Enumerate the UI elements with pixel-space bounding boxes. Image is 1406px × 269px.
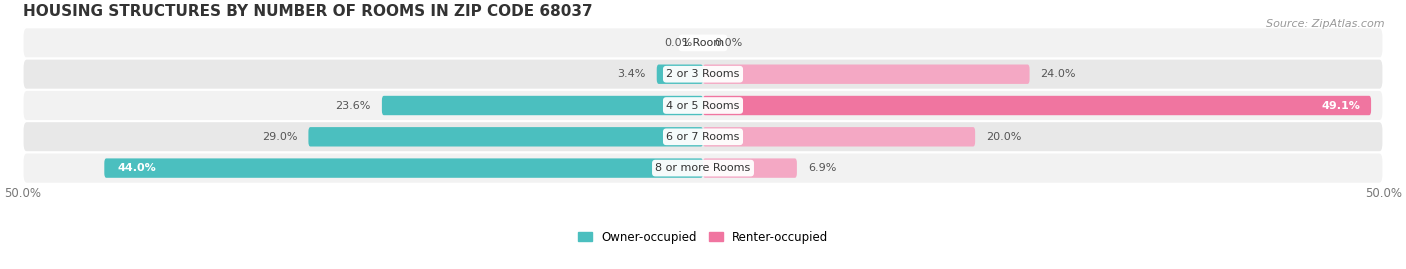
Text: 6 or 7 Rooms: 6 or 7 Rooms	[666, 132, 740, 142]
FancyBboxPatch shape	[703, 65, 1029, 84]
FancyBboxPatch shape	[382, 96, 703, 115]
FancyBboxPatch shape	[657, 65, 703, 84]
Text: 2 or 3 Rooms: 2 or 3 Rooms	[666, 69, 740, 79]
FancyBboxPatch shape	[22, 59, 1384, 90]
Text: 3.4%: 3.4%	[617, 69, 645, 79]
Text: HOUSING STRUCTURES BY NUMBER OF ROOMS IN ZIP CODE 68037: HOUSING STRUCTURES BY NUMBER OF ROOMS IN…	[22, 4, 592, 19]
Text: 0.0%: 0.0%	[714, 38, 742, 48]
Text: 49.1%: 49.1%	[1322, 101, 1360, 111]
Legend: Owner-occupied, Renter-occupied: Owner-occupied, Renter-occupied	[578, 231, 828, 243]
FancyBboxPatch shape	[703, 96, 1371, 115]
FancyBboxPatch shape	[22, 121, 1384, 153]
Text: 4 or 5 Rooms: 4 or 5 Rooms	[666, 101, 740, 111]
FancyBboxPatch shape	[308, 127, 703, 147]
Text: Source: ZipAtlas.com: Source: ZipAtlas.com	[1267, 19, 1385, 29]
FancyBboxPatch shape	[22, 90, 1384, 121]
Text: 23.6%: 23.6%	[336, 101, 371, 111]
Text: 29.0%: 29.0%	[262, 132, 298, 142]
FancyBboxPatch shape	[22, 27, 1384, 59]
Text: 0.0%: 0.0%	[664, 38, 692, 48]
FancyBboxPatch shape	[104, 158, 703, 178]
Text: 44.0%: 44.0%	[118, 163, 156, 173]
FancyBboxPatch shape	[703, 127, 976, 147]
FancyBboxPatch shape	[703, 158, 797, 178]
Text: 24.0%: 24.0%	[1040, 69, 1076, 79]
Text: 8 or more Rooms: 8 or more Rooms	[655, 163, 751, 173]
FancyBboxPatch shape	[22, 153, 1384, 184]
Text: 1 Room: 1 Room	[682, 38, 724, 48]
Text: 6.9%: 6.9%	[808, 163, 837, 173]
Text: 20.0%: 20.0%	[986, 132, 1021, 142]
